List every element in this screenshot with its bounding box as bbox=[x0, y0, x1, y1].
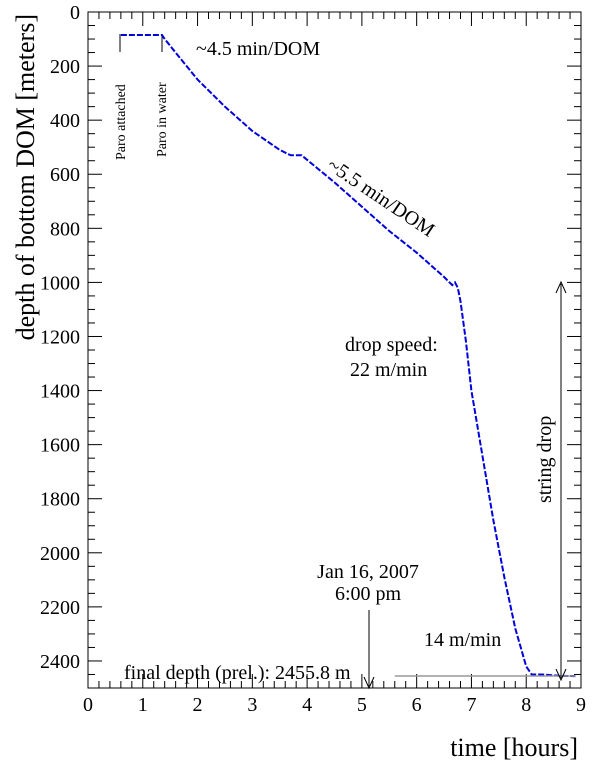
y-tick-label: 2400 bbox=[40, 651, 80, 673]
annotation-speed2: 14 m/min bbox=[424, 629, 501, 651]
x-tick-label: 4 bbox=[302, 694, 312, 716]
y-tick-label: 2200 bbox=[40, 597, 80, 619]
y-tick-label: 1400 bbox=[40, 381, 80, 403]
x-tick-label: 5 bbox=[357, 694, 367, 716]
y-tick-label: 0 bbox=[70, 2, 80, 24]
annotation-paro-attached: Paro attached bbox=[114, 84, 129, 160]
annotation-string-drop: string drop bbox=[534, 416, 556, 503]
annotation-drop-speed-line2: 22 m/min bbox=[350, 359, 427, 381]
plot-frame bbox=[87, 11, 582, 689]
annotation-rate2: ~5.5 min/DOM bbox=[323, 154, 438, 242]
x-tick-label: 6 bbox=[412, 694, 422, 716]
annotation-final-depth: final depth (prel.): 2455.8 m bbox=[124, 662, 351, 684]
x-tick-label: 7 bbox=[466, 694, 476, 716]
x-tick-label: 2 bbox=[193, 694, 203, 716]
y-tick-label: 800 bbox=[50, 218, 80, 240]
axis-ticks bbox=[87, 11, 582, 689]
tick-labels: 0 1 2 3 4 5 6 7 8 9 0 200 400 600 800 1000 1200 1400 1600 1… bbox=[40, 2, 586, 716]
x-tick-label: 0 bbox=[83, 694, 93, 716]
date-arrow-head bbox=[363, 676, 375, 690]
y-tick-label: 1800 bbox=[40, 489, 80, 511]
y-tick-label: 2000 bbox=[40, 543, 80, 565]
y-tick-label: 1200 bbox=[40, 326, 80, 348]
annotation-rate1: ~4.5 min/DOM bbox=[196, 38, 320, 60]
y-tick-label: 200 bbox=[50, 56, 80, 78]
series-depth-line bbox=[120, 34, 576, 678]
annotation-paro-in-water: Paro in water bbox=[155, 82, 170, 157]
annotation-drop-speed-line1: drop speed: bbox=[345, 334, 438, 356]
y-tick-label: 1600 bbox=[40, 435, 80, 457]
x-tick-label: 8 bbox=[521, 694, 531, 716]
x-tick-label: 1 bbox=[138, 694, 148, 716]
y-tick-label: 1000 bbox=[40, 272, 80, 294]
y-tick-label: 400 bbox=[50, 110, 80, 132]
x-tick-label: 3 bbox=[247, 694, 257, 716]
x-tick-label: 9 bbox=[576, 694, 586, 716]
x-axis-label: time [hours] bbox=[450, 733, 578, 762]
annotation-date-line1: Jan 16, 2007 bbox=[317, 561, 419, 583]
y-axis-label: depth of bottom DOM [meters] bbox=[11, 14, 40, 340]
annotation-date-line2: 6:00 pm bbox=[335, 583, 402, 605]
y-tick-label: 600 bbox=[50, 164, 80, 186]
string-drop-arrow-top bbox=[555, 280, 567, 294]
string-drop-arrow-bottom bbox=[555, 668, 567, 682]
